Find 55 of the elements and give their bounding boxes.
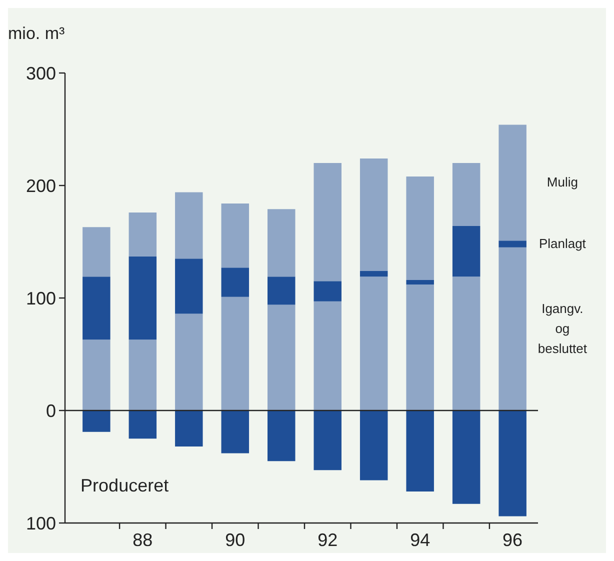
bar	[314, 281, 342, 302]
bar	[82, 340, 110, 410]
x-tick-label: 92	[318, 530, 338, 550]
bar	[128, 340, 157, 410]
bar	[452, 226, 480, 277]
bar	[498, 410, 526, 516]
bar	[498, 247, 526, 410]
bar	[406, 176, 434, 280]
series-label: Produceret	[80, 476, 169, 496]
bar	[268, 276, 296, 305]
series-label: Mulig	[546, 174, 578, 190]
x-tick-label: 96	[502, 530, 523, 550]
bar	[175, 314, 203, 410]
y-tick-label: 0	[46, 400, 56, 421]
bar	[128, 212, 157, 256]
x-tick-label: 88	[132, 530, 153, 550]
x-tick-label: 94	[410, 530, 430, 550]
bar	[221, 296, 250, 410]
bar	[221, 410, 250, 454]
x-tick-label: 90	[225, 530, 246, 550]
bar	[82, 410, 110, 432]
bar	[175, 410, 203, 446]
bar	[221, 204, 250, 268]
bar	[82, 276, 110, 340]
bar	[452, 276, 480, 410]
bar	[406, 410, 434, 492]
bar	[314, 301, 342, 410]
bar	[360, 271, 388, 277]
y-tick-label: 100	[26, 288, 56, 308]
bar	[498, 240, 526, 248]
bar	[314, 163, 342, 282]
y-tick-label: 200	[26, 176, 56, 196]
series-label: Igangv. og besluttet	[538, 300, 588, 356]
y-axis-title: mio. m³	[8, 24, 65, 43]
bar	[268, 304, 296, 410]
bar	[268, 410, 296, 462]
bar	[128, 256, 157, 340]
bar	[452, 410, 480, 504]
y-tick-label: 100	[26, 513, 56, 534]
bar	[452, 163, 480, 226]
bar	[175, 192, 203, 259]
bar	[82, 227, 110, 277]
bar	[268, 209, 296, 277]
series-label: Planlagt	[538, 236, 586, 251]
bar	[360, 276, 388, 410]
bar	[406, 280, 434, 284]
bar	[406, 284, 434, 410]
bar	[360, 410, 388, 480]
bar	[175, 258, 203, 314]
bar	[128, 410, 157, 439]
bar	[360, 158, 388, 271]
y-tick-label: 300	[26, 63, 56, 84]
bar	[498, 124, 526, 241]
bar	[314, 410, 342, 470]
bar	[221, 268, 250, 297]
